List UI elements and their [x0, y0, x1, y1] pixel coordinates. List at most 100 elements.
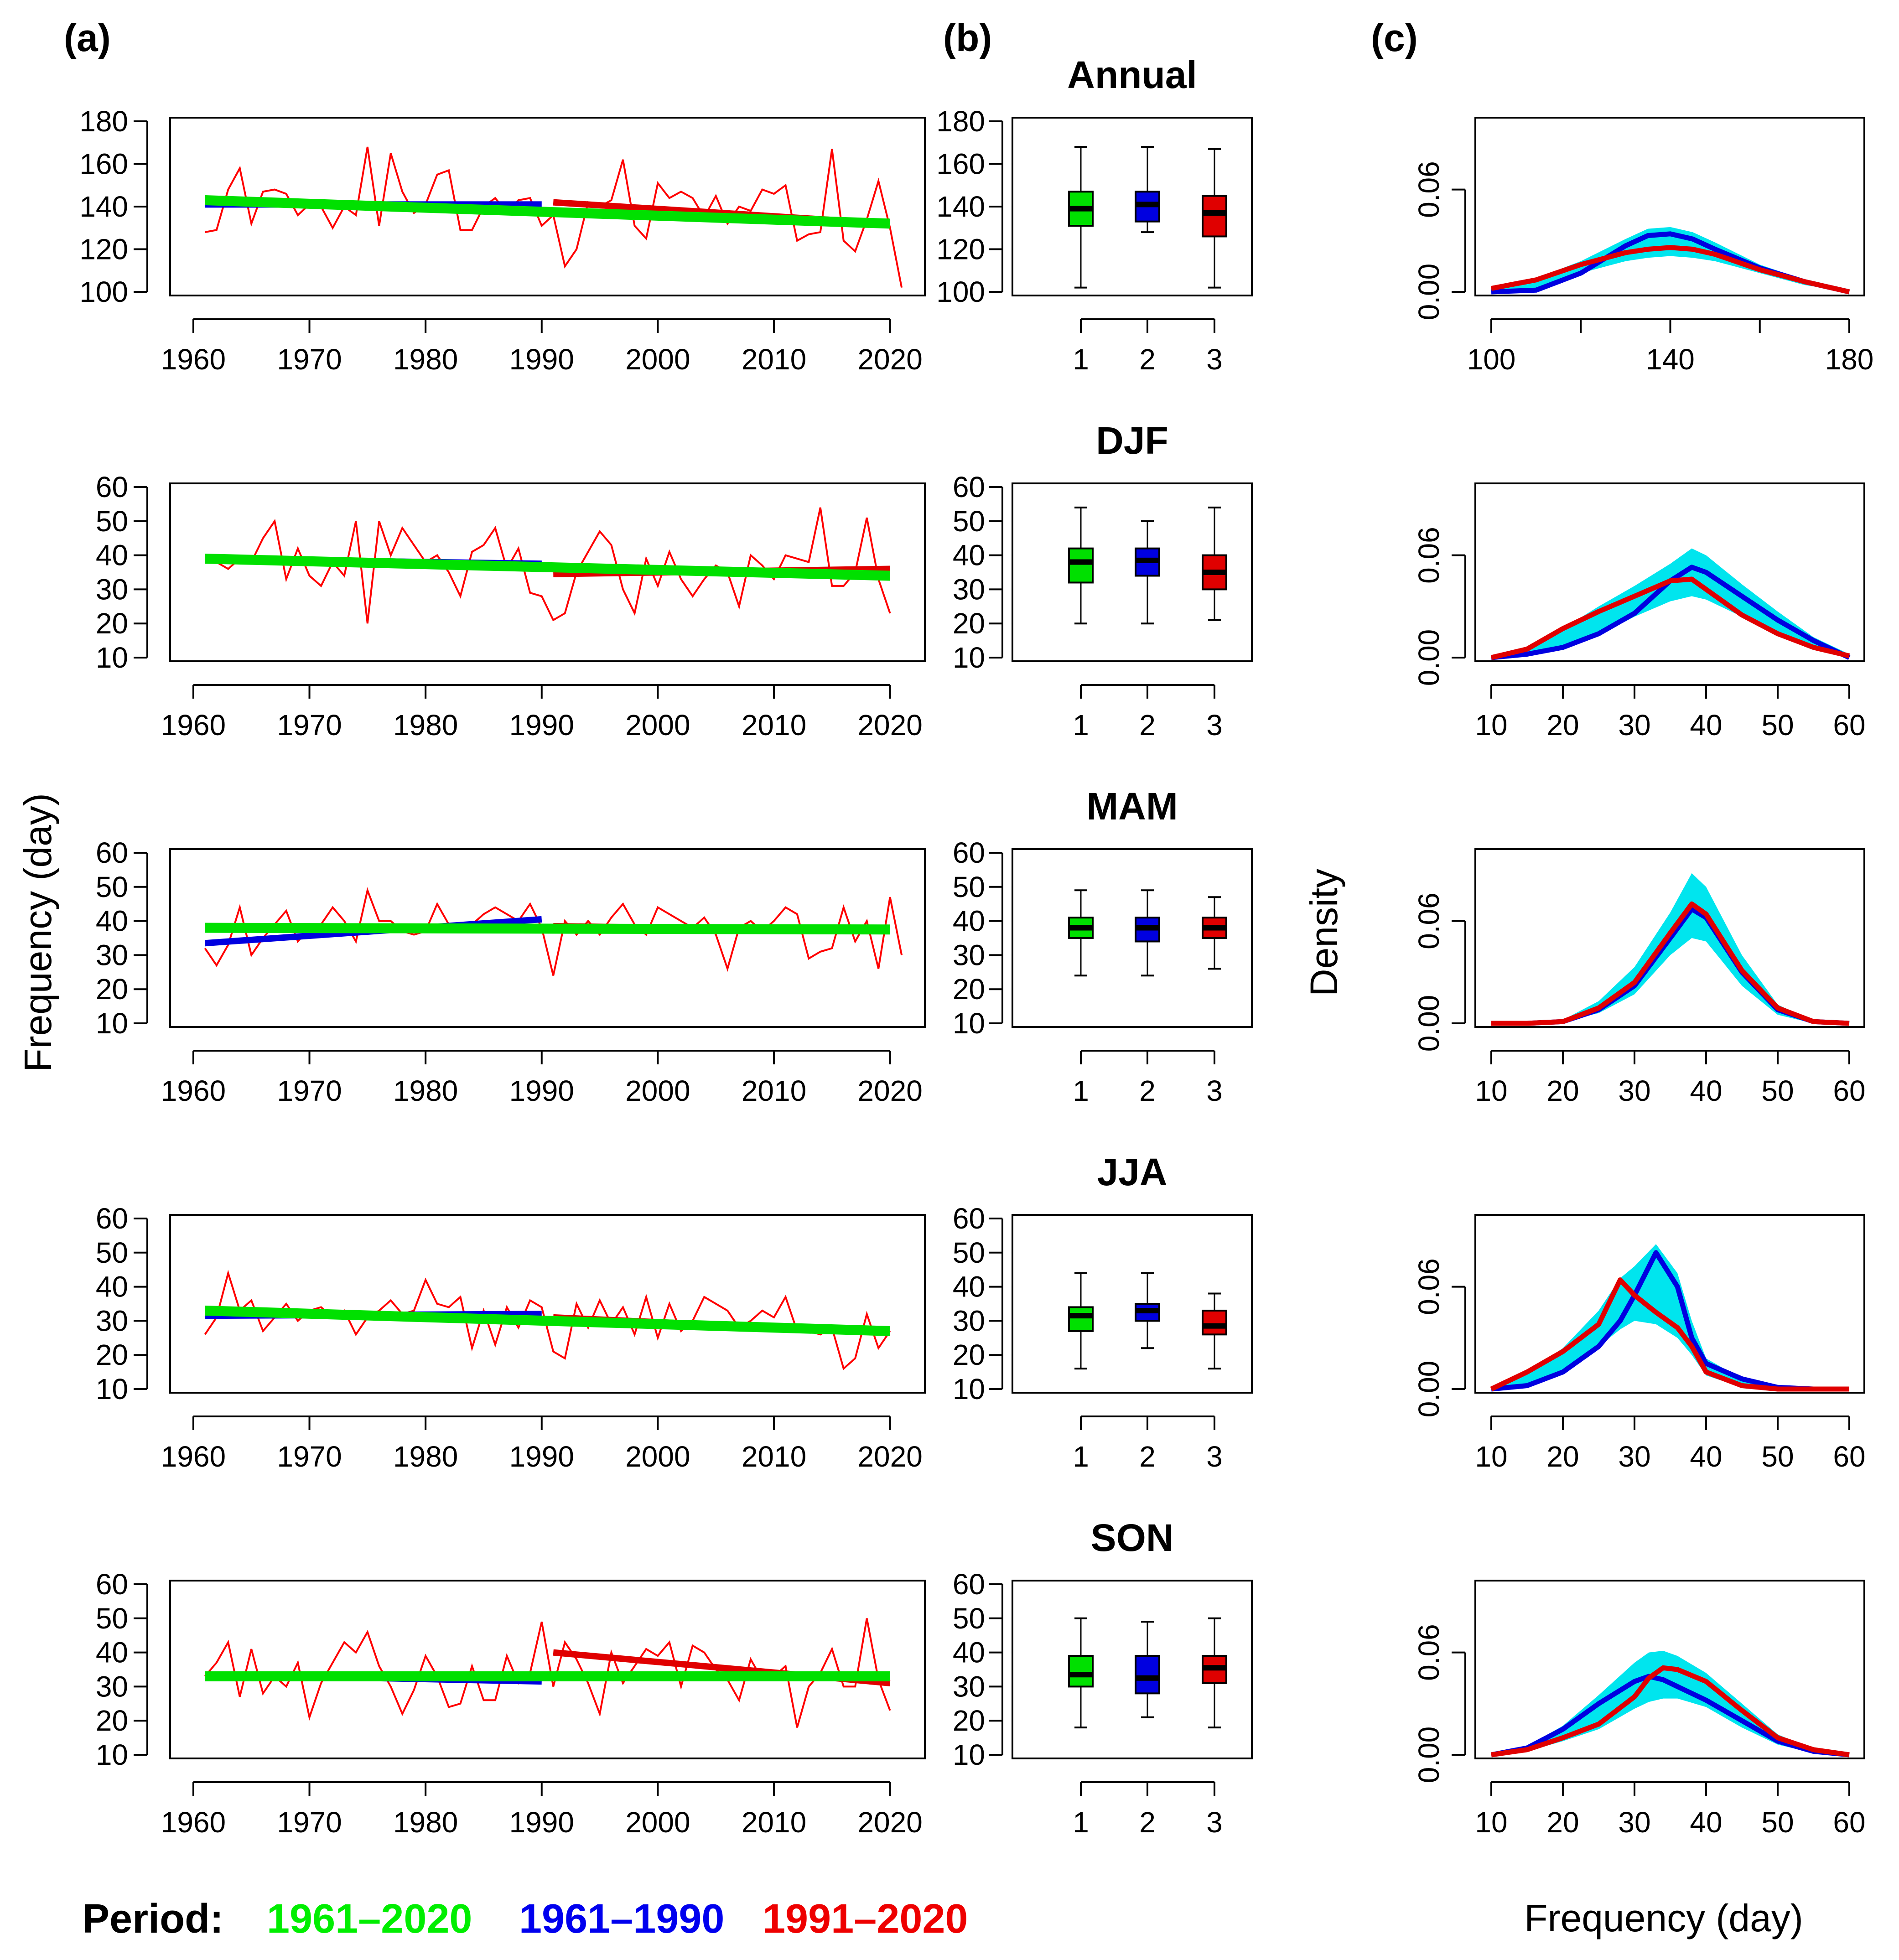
y-tick-label: 30: [953, 939, 985, 971]
y-tick-label: 10: [96, 1738, 128, 1771]
x-tick-label: 20: [1546, 709, 1579, 741]
box-iqr: [1068, 547, 1094, 584]
x-tick-label: 10: [1475, 1806, 1507, 1839]
ylabel-density: Density: [1302, 869, 1345, 996]
y-tick-label: 60: [953, 1202, 985, 1235]
x-tick-label: 60: [1833, 1806, 1865, 1839]
y-tick-label: 60: [96, 836, 128, 869]
y-tick-label: 60: [96, 1568, 128, 1601]
x-tick-label: 100: [1467, 343, 1516, 376]
y-tick-label: 60: [96, 471, 128, 503]
density-line-1991-2020: [1491, 901, 1850, 1026]
x-tick-label: 1990: [509, 1806, 574, 1839]
plot-frame: [1474, 117, 1865, 296]
y-tick-label: 140: [79, 190, 128, 223]
plot-frame: [169, 848, 926, 1028]
y-tick-label: 30: [953, 1304, 985, 1337]
title-annual: Annual: [1067, 53, 1197, 96]
plot-frame: [1012, 1214, 1253, 1394]
boxplot-panel: 100 120 140 160 180 1 2 3: [936, 105, 1253, 376]
density-line-1961-1990: [1491, 565, 1851, 660]
x-tick-label: 2: [1139, 343, 1156, 376]
y-tick-label: 50: [96, 871, 128, 903]
y-tick-label: 180: [79, 105, 128, 138]
panel-label-c: (c): [1371, 16, 1418, 59]
y-tick-label: 160: [79, 148, 128, 181]
x-tick-label: 180: [1825, 343, 1874, 376]
density-band: [1491, 227, 1849, 292]
box-iqr: [1068, 1306, 1094, 1332]
legend-item-1991-2020: 1991–2020: [763, 1896, 968, 1942]
x-tick-label: 2000: [625, 343, 690, 376]
x-tick-label: 140: [1646, 343, 1695, 376]
density-line-1961-1990: [1491, 1250, 1849, 1392]
x-tick-label: 1970: [277, 1074, 342, 1107]
x-tick-label: 2: [1139, 1074, 1156, 1107]
y-tick-label: 30: [953, 573, 985, 606]
y-tick-label: 20: [953, 1338, 985, 1371]
x-tick-label: 1: [1073, 709, 1089, 741]
y-tick-label: 30: [96, 573, 128, 606]
x-tick-label: 2000: [625, 1440, 690, 1473]
x-tick-label: 30: [1618, 1074, 1650, 1107]
density-band: [1491, 548, 1849, 658]
y-tick-label: 20: [953, 1704, 985, 1737]
plot-frame: [1012, 482, 1253, 662]
y-tick-label: 50: [96, 1236, 128, 1269]
y-tick-label: 0.06: [1412, 527, 1445, 584]
x-tick-label: 1960: [161, 1806, 226, 1839]
y-tick-label: 10: [953, 1738, 985, 1771]
y-tick-label: 60: [96, 1202, 128, 1235]
x-tick-label: 3: [1206, 1440, 1223, 1473]
plot-frame: [1012, 117, 1253, 296]
x-tick-label: 1960: [161, 709, 226, 741]
x-tick-label: 1990: [509, 1440, 574, 1473]
density-panel: 0.00 0.06 10 20 30 40 50 60: [1412, 482, 1866, 741]
y-tick-label: 0.06: [1412, 1624, 1445, 1681]
y-tick-label: 40: [953, 1636, 985, 1669]
y-tick-label: 60: [953, 836, 985, 869]
y-tick-label: 50: [953, 1602, 985, 1635]
y-tick-label: 100: [79, 275, 128, 308]
x-tick-label: 3: [1206, 343, 1223, 376]
y-tick-label: 50: [96, 505, 128, 538]
y-tick-label: 40: [953, 905, 985, 938]
x-tick-label: 2020: [857, 1074, 922, 1107]
y-tick-label: 10: [96, 641, 128, 674]
density-band: [1491, 1244, 1849, 1389]
density-band: [1491, 873, 1849, 1023]
y-tick-label: 20: [953, 607, 985, 640]
y-tick-label: 0.00: [1412, 1361, 1445, 1418]
x-tick-label: 1970: [277, 1440, 342, 1473]
y-tick-label: 40: [96, 1636, 128, 1669]
x-tick-label: 1970: [277, 709, 342, 741]
x-tick-label: 1980: [393, 1440, 458, 1473]
y-tick-label: 10: [953, 1373, 985, 1405]
x-tick-label: 1: [1073, 343, 1089, 376]
plot-frame: [169, 1214, 926, 1394]
x-tick-label: 2010: [742, 1806, 806, 1839]
x-tick-label: 30: [1618, 1440, 1650, 1473]
plot-frame: [1474, 482, 1865, 662]
x-tick-label: 10: [1475, 709, 1507, 741]
x-tick-label: 3: [1206, 709, 1223, 741]
y-tick-label: 0.00: [1412, 995, 1445, 1052]
trend-1961-2020: [205, 1305, 890, 1336]
x-tick-label: 1980: [393, 343, 458, 376]
x-tick-label: 2020: [857, 1440, 922, 1473]
x-tick-label: 1990: [509, 1074, 574, 1107]
y-tick-label: 60: [953, 1568, 985, 1601]
y-tick-label: 40: [96, 539, 128, 572]
x-tick-label: 50: [1761, 1806, 1794, 1839]
x-tick-label: 20: [1546, 1806, 1579, 1839]
x-tick-label: 3: [1206, 1074, 1223, 1107]
x-tick-label: 20: [1546, 1440, 1579, 1473]
panel-label-b: (b): [943, 16, 992, 59]
x-tick-label: 1980: [393, 709, 458, 741]
